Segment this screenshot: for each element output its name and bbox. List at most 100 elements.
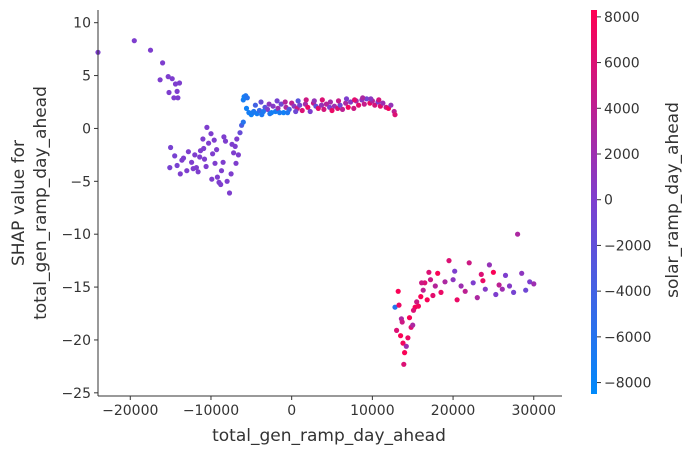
data-point: [250, 110, 256, 116]
data-point: [415, 303, 421, 309]
data-point: [345, 104, 351, 110]
data-point: [197, 154, 203, 160]
data-point: [266, 101, 272, 107]
data-point: [399, 319, 405, 325]
data-point: [231, 150, 237, 156]
data-point: [201, 145, 207, 152]
data-point: [450, 277, 456, 283]
data-point: [432, 283, 438, 289]
data-point: [364, 96, 370, 102]
data-point: [203, 163, 209, 170]
data-point: [426, 269, 432, 275]
data-point: [356, 102, 362, 108]
data-point: [474, 295, 480, 301]
data-point: [339, 106, 346, 112]
data-point: [214, 147, 220, 153]
data-point: [179, 157, 185, 163]
data-point: [402, 350, 408, 356]
data-point: [482, 286, 488, 292]
data-point: [396, 302, 402, 308]
data-point: [228, 171, 234, 177]
colorbar-tick-label: 4000: [604, 101, 640, 117]
data-point: [318, 102, 325, 108]
data-point: [274, 98, 280, 104]
x-tick-label: 20000: [431, 403, 476, 419]
colorbar-tick-label: 8000: [604, 10, 640, 26]
data-point: [224, 178, 230, 184]
data-point: [172, 153, 178, 159]
data-point: [177, 171, 183, 177]
data-point: [260, 108, 266, 115]
data-point: [184, 168, 190, 174]
data-point: [303, 97, 309, 103]
data-point: [220, 159, 226, 165]
y-tick-label: 5: [82, 69, 91, 85]
data-point: [376, 97, 382, 103]
data-point: [297, 102, 303, 108]
data-point: [401, 361, 407, 367]
data-point: [454, 297, 460, 303]
data-point: [252, 102, 258, 108]
data-point: [222, 138, 229, 144]
data-point: [400, 340, 406, 346]
x-tick-label: −20000: [102, 403, 158, 419]
data-point: [311, 98, 317, 104]
data-point: [176, 80, 183, 86]
data-point: [321, 106, 327, 112]
data-point: [218, 168, 225, 174]
data-point: [299, 107, 305, 114]
data-point: [438, 289, 444, 295]
y-tick-label: 0: [82, 121, 91, 137]
data-point: [506, 283, 513, 289]
y-tick-label: −10: [61, 227, 91, 243]
colorbar-tick-label: 0: [604, 193, 613, 209]
x-tick-label: 30000: [511, 403, 556, 419]
data-point: [147, 47, 154, 53]
data-point: [424, 297, 430, 303]
data-point: [174, 88, 180, 94]
data-point: [189, 159, 195, 165]
data-point: [435, 270, 441, 276]
data-point: [206, 140, 212, 146]
colorbar-ticks: −8000 −6000 −4000 −2000 0 2000 4000 6000 8000: [597, 10, 651, 392]
data-point: [131, 38, 137, 44]
data-point: [256, 107, 262, 114]
data-point: [478, 271, 484, 277]
colorbar-tick-label: −4000: [604, 284, 651, 300]
data-point: [160, 60, 166, 66]
data-point: [427, 277, 434, 283]
data-point: [169, 76, 175, 82]
y-axis-label-line-2: total_gen_ramp_day_ahead: [31, 86, 51, 320]
data-point: [361, 101, 367, 107]
data-point: [343, 96, 350, 102]
data-point: [204, 124, 210, 130]
data-point: [293, 108, 299, 115]
data-point: [410, 307, 417, 313]
data-point: [167, 165, 173, 171]
data-point: [327, 99, 333, 105]
data-point: [410, 322, 416, 328]
data-point: [515, 231, 521, 237]
data-point: [208, 131, 214, 137]
data-point: [319, 97, 325, 103]
data-point: [394, 327, 400, 333]
data-point: [270, 103, 276, 109]
data-point: [278, 101, 284, 107]
data-point: [268, 110, 275, 116]
colorbar: [591, 10, 597, 394]
scatter-points: [95, 38, 537, 367]
data-point: [486, 262, 492, 268]
colorbar-tick-label: −6000: [604, 330, 651, 346]
data-point: [171, 95, 177, 101]
data-point: [446, 258, 452, 264]
data-point: [351, 105, 357, 111]
data-point: [388, 102, 394, 108]
data-point: [343, 100, 349, 106]
data-point: [398, 333, 404, 339]
data-point: [348, 99, 354, 105]
data-point: [201, 156, 208, 162]
y-tick-label: 10: [73, 16, 91, 32]
data-point: [519, 270, 525, 276]
data-point: [233, 160, 239, 166]
data-point: [210, 151, 216, 157]
